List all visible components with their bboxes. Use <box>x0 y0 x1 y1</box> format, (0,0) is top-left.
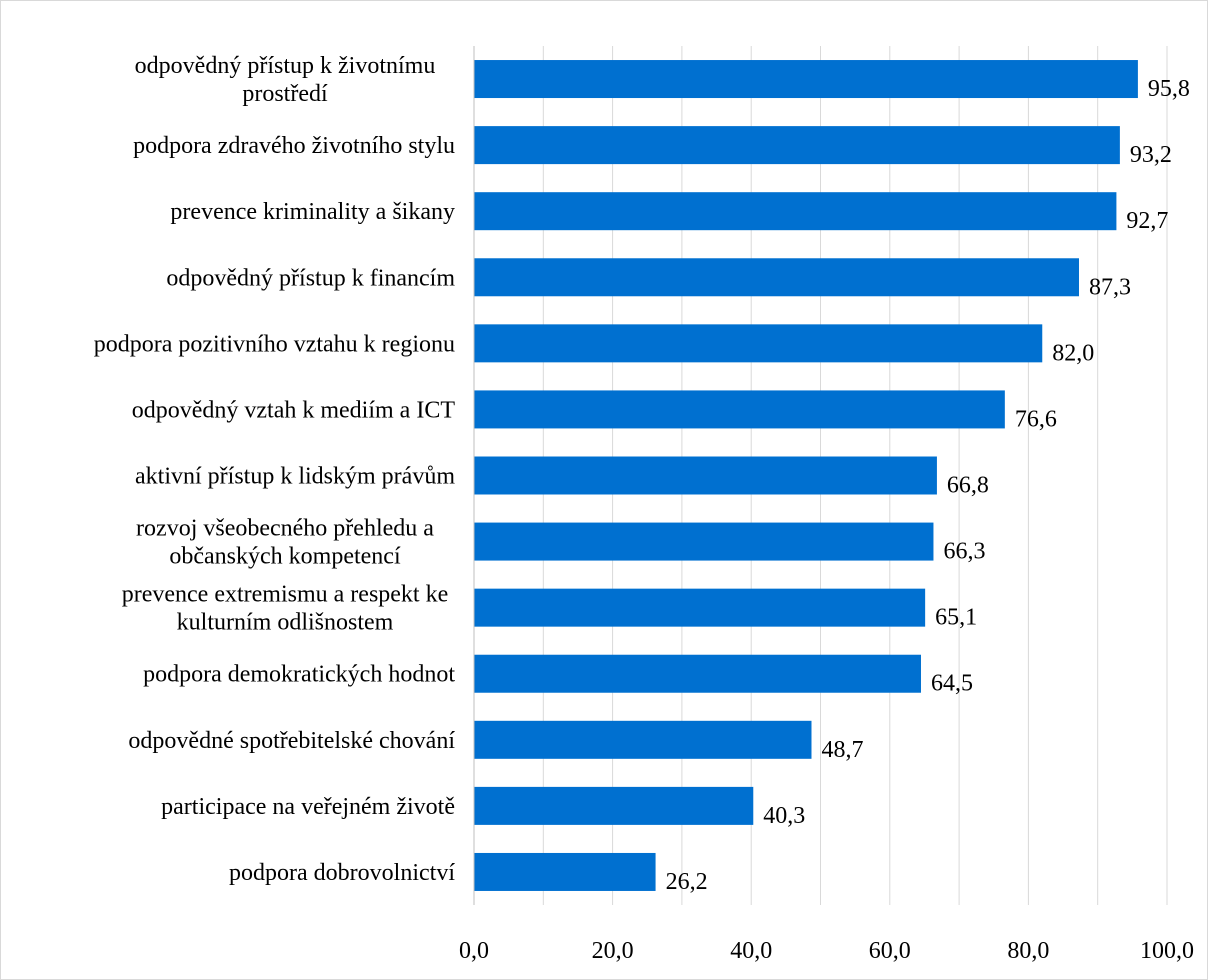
category-label: odpovědný přístup k životnímu prostředí <box>135 53 436 107</box>
bar <box>474 192 1117 231</box>
category-label: rozvoj všeobecného přehledu a občanských … <box>136 516 434 570</box>
x-tick-label: 60,0 <box>869 938 911 964</box>
category-label-line: aktivní přístup k lidským právům <box>135 464 455 490</box>
category-label: participace na veřejném životě <box>161 794 455 820</box>
x-tick-label: 20,0 <box>592 938 634 964</box>
category-label: odpovědné spotřebitelské chování <box>128 728 455 754</box>
category-label: prevence kriminality a šikany <box>170 199 455 225</box>
bars <box>474 60 1138 891</box>
x-tick-label: 80,0 <box>1007 938 1049 964</box>
category-label-line: rozvoj všeobecného přehledu a <box>136 516 434 542</box>
category-label: podpora dobrovolnictví <box>229 860 455 886</box>
bar <box>474 720 812 759</box>
category-label-line: odpovědné spotřebitelské chování <box>128 728 455 754</box>
value-label: 93,2 <box>1130 142 1172 168</box>
bar <box>474 324 1043 363</box>
category-label-line: prostředí <box>242 81 328 107</box>
value-label: 66,3 <box>943 539 985 565</box>
bar <box>474 456 937 495</box>
value-label: 64,5 <box>931 671 973 697</box>
bar <box>474 588 926 627</box>
value-label: 76,6 <box>1015 406 1057 432</box>
category-label-line: participace na veřejném životě <box>161 794 455 820</box>
bar <box>474 786 754 825</box>
value-label: 65,1 <box>935 605 977 631</box>
category-label-line: občanských kompetencí <box>169 544 401 570</box>
category-label: aktivní přístup k lidským právům <box>135 464 455 490</box>
category-label: podpora zdravého životního stylu <box>133 133 455 159</box>
category-label-line: podpora pozitivního vztahu k regionu <box>94 331 455 357</box>
category-label-line: odpovědný vztah k mediím a ICT <box>132 397 456 423</box>
bar <box>474 258 1079 297</box>
category-label-line: podpora dobrovolnictví <box>229 860 455 886</box>
value-label: 82,0 <box>1052 340 1094 366</box>
bar <box>474 390 1005 429</box>
category-label-line: prevence extremismu a respekt ke <box>122 582 449 608</box>
bar <box>474 126 1120 165</box>
value-label: 95,8 <box>1148 76 1190 102</box>
value-label: 92,7 <box>1126 208 1168 234</box>
category-label-line: odpovědný přístup k životnímu <box>135 53 436 79</box>
bar <box>474 60 1138 99</box>
value-label: 40,3 <box>763 803 805 829</box>
category-label-line: odpovědný přístup k financím <box>166 265 455 291</box>
category-label: podpora demokratických hodnot <box>143 662 455 688</box>
x-tick-label: 100,0 <box>1140 938 1194 964</box>
labels: 95,8 odpovědný přístup k životnímu prostře… <box>94 53 1194 964</box>
bar <box>474 852 656 891</box>
value-label: 48,7 <box>821 737 863 763</box>
bar <box>474 522 934 561</box>
category-label-line: prevence kriminality a šikany <box>170 199 455 225</box>
value-label: 87,3 <box>1089 274 1131 300</box>
category-label-line: podpora demokratických hodnot <box>143 662 455 688</box>
value-label: 66,8 <box>947 473 989 499</box>
category-label-line: kulturním odlišnostem <box>177 610 394 636</box>
bar <box>474 654 921 693</box>
category-label: odpovědný přístup k financím <box>166 265 455 291</box>
category-label: podpora pozitivního vztahu k regionu <box>94 331 455 357</box>
category-label: prevence extremismu a respekt ke kulturní… <box>122 582 449 636</box>
x-tick-label: 40,0 <box>730 938 772 964</box>
x-tick-label: 0,0 <box>459 938 489 964</box>
category-label-line: podpora zdravého životního stylu <box>133 133 455 159</box>
category-label: odpovědný vztah k mediím a ICT <box>132 397 456 423</box>
value-label: 26,2 <box>666 869 708 895</box>
gridlines <box>542 46 1168 905</box>
